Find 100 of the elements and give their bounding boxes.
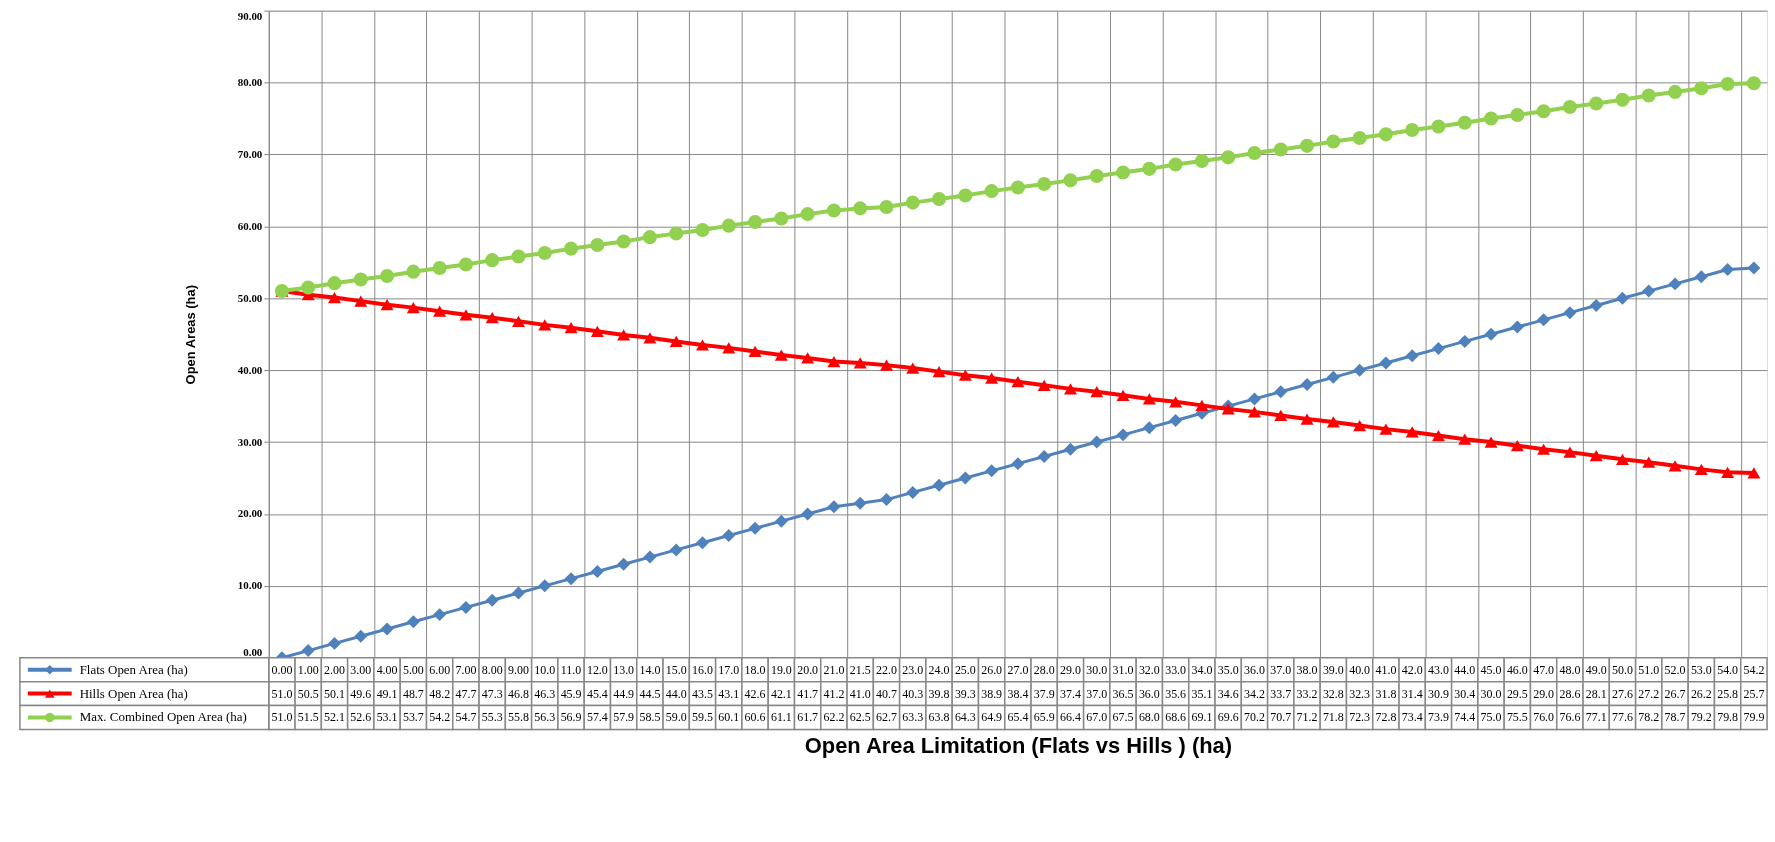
point [328, 636, 341, 650]
point [774, 349, 788, 361]
data-label: 25.0 [954, 662, 976, 677]
data-label: 18.0 [744, 662, 766, 677]
point [1510, 107, 1525, 122]
data-label: 37.4 [1060, 686, 1081, 701]
data-label: 70.7 [1270, 710, 1292, 725]
point [617, 329, 631, 341]
data-label: 50.5 [297, 686, 319, 701]
data-label: 14.0 [639, 662, 661, 677]
data-label: 12.0 [586, 662, 608, 677]
data-label: 62.7 [876, 710, 897, 725]
data-label: 51.0 [271, 686, 293, 701]
data-label: 51.0 [271, 710, 293, 725]
data-label: 74.4 [1454, 710, 1476, 725]
y-tick-label: 60.00 [237, 219, 263, 232]
point [985, 372, 999, 384]
data-label: 77.6 [1612, 710, 1633, 725]
data-label: 43.1 [718, 686, 740, 701]
data-label: 72.8 [1375, 710, 1397, 725]
point [1405, 123, 1420, 138]
point [1484, 111, 1499, 126]
point [1747, 467, 1761, 479]
point [1510, 320, 1524, 334]
point [301, 280, 316, 295]
point [1457, 115, 1472, 130]
point [1037, 379, 1051, 391]
point [590, 238, 605, 253]
point [1326, 134, 1341, 149]
point [538, 319, 552, 331]
data-label: 27.6 [1612, 686, 1633, 701]
point [643, 332, 657, 344]
x-axis-title: Open Area Limitation (Flats vs Hills ) (ha) [804, 732, 1233, 758]
data-label: 48.7 [402, 686, 424, 701]
data-label: 73.4 [1401, 710, 1423, 725]
y-tick-label: 10.00 [237, 579, 263, 592]
data-label: 43.0 [1428, 662, 1449, 677]
data-label: 45.0 [1480, 662, 1502, 677]
data-label: 42.1 [770, 686, 792, 701]
point [1194, 153, 1209, 168]
data-label: 2.00 [324, 662, 345, 677]
point [1694, 463, 1708, 475]
y-tick-label: 20.00 [237, 507, 263, 520]
point [1326, 370, 1340, 384]
point [1720, 76, 1735, 92]
legend-label: Hills Open Area (ha) [79, 685, 188, 701]
data-label: 59.5 [692, 710, 713, 725]
point [853, 201, 868, 216]
point [1142, 161, 1157, 176]
legend-label: Flats Open Area (ha) [79, 661, 188, 677]
point [1221, 403, 1235, 415]
data-label: 62.2 [823, 710, 845, 725]
data-label: 33.0 [1165, 662, 1187, 677]
point [485, 593, 499, 607]
point [1063, 383, 1077, 395]
data-label: 42.0 [1401, 662, 1423, 677]
point [590, 564, 604, 578]
data-label: 9.00 [508, 662, 529, 677]
data-label: 29.0 [1060, 662, 1081, 677]
data-label: 71.2 [1296, 710, 1318, 725]
data-label: 15.0 [665, 662, 687, 677]
data-label: 21.5 [849, 662, 871, 677]
point [1563, 306, 1577, 320]
point [800, 207, 815, 222]
point [564, 322, 578, 334]
point [406, 301, 420, 314]
point [380, 268, 395, 283]
y-tick-label: 40.00 [237, 363, 263, 376]
point [1274, 409, 1288, 422]
point [1589, 96, 1604, 111]
point [669, 335, 683, 348]
point [1379, 356, 1393, 370]
data-label: 53.7 [402, 710, 424, 725]
data-label: 41.0 [849, 686, 871, 701]
data-label: 10.0 [534, 662, 556, 677]
point [1011, 376, 1025, 388]
data-label: 79.8 [1717, 710, 1739, 725]
data-label: 17.0 [718, 662, 740, 677]
data-label: 70.2 [1244, 710, 1265, 725]
point [1221, 150, 1236, 165]
data-label: 28.0 [1033, 662, 1055, 677]
point [406, 615, 420, 629]
data-label: 21.0 [823, 662, 845, 677]
point [801, 352, 815, 364]
data-label: 69.1 [1191, 710, 1213, 725]
point [1668, 84, 1683, 99]
point [801, 507, 815, 521]
point [1747, 261, 1761, 275]
data-label: 57.9 [613, 710, 635, 725]
point [459, 600, 473, 614]
point [774, 514, 788, 528]
point [328, 291, 341, 304]
point [1116, 165, 1131, 180]
point [880, 493, 893, 507]
data-label: 60.6 [744, 710, 766, 725]
data-label: 11.0 [560, 662, 582, 677]
point [932, 365, 946, 378]
data-label: 51.0 [1638, 662, 1660, 677]
point [485, 312, 499, 324]
data-label: 40.0 [1349, 662, 1371, 677]
